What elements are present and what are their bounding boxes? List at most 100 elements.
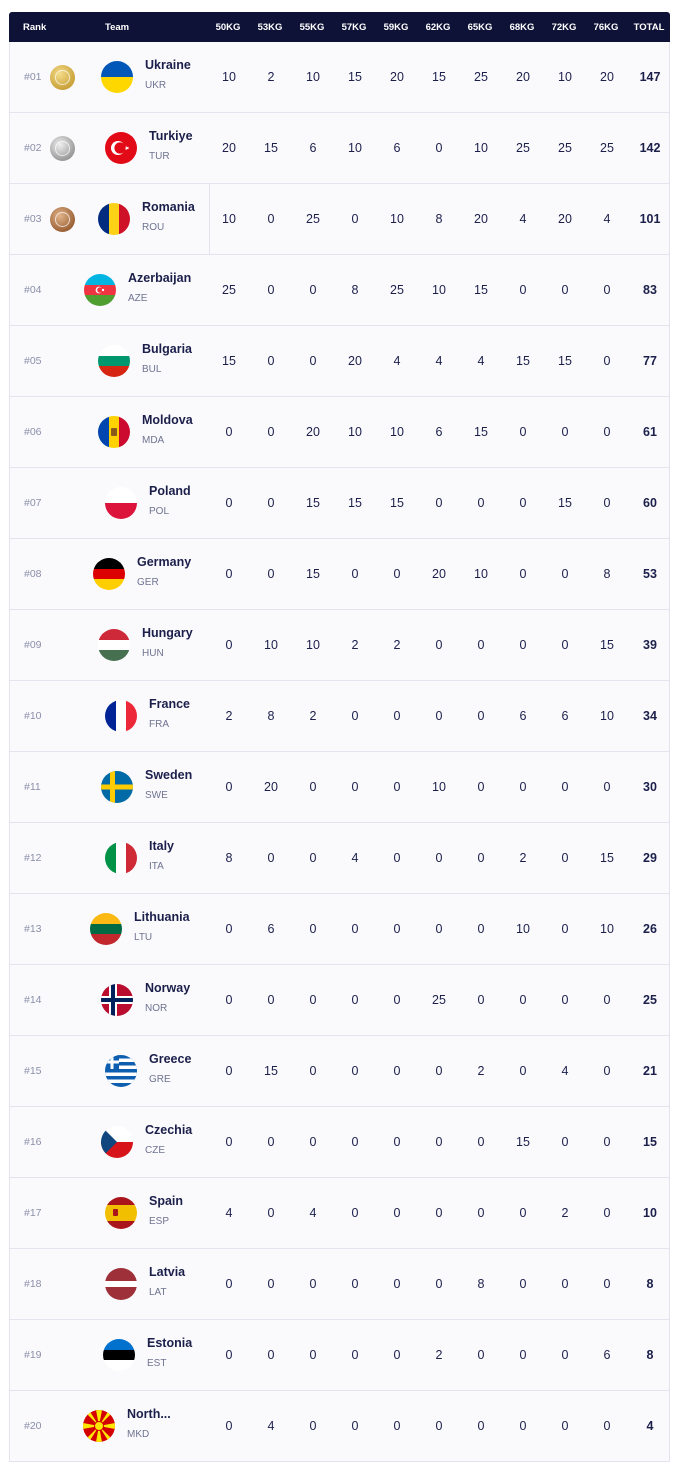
team-name[interactable]: Lithuania <box>134 909 190 924</box>
table-row[interactable]: #13 Lithuania LTU 0 6 0 0 0 0 0 10 0 10 26 <box>9 894 670 965</box>
table-row[interactable]: #02 Turkiye TUR 20 15 6 10 6 0 10 25 25 25 142 <box>9 113 670 184</box>
table-row[interactable]: #10 France FRA 2 8 2 0 0 0 0 6 6 10 34 <box>9 681 670 752</box>
team-name[interactable]: Italy <box>149 838 175 853</box>
score-cell: 15 <box>474 425 488 439</box>
score-cell: 6 <box>393 141 401 155</box>
score-cell: 0 <box>267 496 275 510</box>
team-cell[interactable]: Norway NOR <box>101 980 191 1016</box>
weight-column-header[interactable]: 76KG <box>593 21 619 33</box>
team-cell[interactable]: France FRA <box>105 696 190 732</box>
team-name[interactable]: Poland <box>149 483 191 498</box>
weight-column-header[interactable]: 72KG <box>551 21 577 33</box>
team-name[interactable]: Czechia <box>145 1122 193 1137</box>
team-name[interactable]: Latvia <box>149 1264 186 1279</box>
table-row[interactable]: #16 Czechia CZE 0 0 0 0 0 0 0 15 0 0 15 <box>9 1107 670 1178</box>
team-cell[interactable]: Greece GRE <box>105 1051 192 1087</box>
team-name[interactable]: Bulgaria <box>142 341 193 356</box>
weight-column-header[interactable]: 53KG <box>257 21 283 33</box>
team-name[interactable]: Greece <box>149 1051 192 1066</box>
team-name[interactable]: Germany <box>137 554 192 569</box>
weight-column-header[interactable]: 62KG <box>425 21 451 33</box>
rank-cell: #10 <box>24 710 42 722</box>
team-name[interactable]: Moldova <box>142 412 193 427</box>
team-name[interactable]: North... <box>127 1406 171 1421</box>
table-row[interactable]: #19 Estonia EST 0 0 0 0 0 2 0 0 0 6 8 <box>9 1320 670 1391</box>
weight-column-header[interactable]: 57KG <box>341 21 367 33</box>
weight-column-header[interactable]: 55KG <box>299 21 325 33</box>
table-row[interactable]: #12 Italy ITA 8 0 0 4 0 0 0 2 0 15 29 <box>9 823 670 894</box>
team-name[interactable]: Norway <box>145 980 191 995</box>
score-cell: 0 <box>477 1135 485 1149</box>
team-column-header[interactable]: Team <box>105 21 130 33</box>
team-name[interactable]: Hungary <box>142 625 193 640</box>
table-row[interactable]: #14 Norway NOR 0 0 0 0 0 25 0 0 0 0 25 <box>9 965 670 1036</box>
team-name[interactable]: France <box>149 696 190 711</box>
score-cell: 0 <box>351 212 359 226</box>
weight-column-header[interactable]: 68KG <box>509 21 535 33</box>
team-name[interactable]: Azerbaijan <box>128 270 192 285</box>
team-cell[interactable]: Italy ITA <box>105 838 175 874</box>
table-row[interactable]: #11 Sweden SWE 0 20 0 0 0 10 0 0 0 0 30 <box>9 752 670 823</box>
team-name[interactable]: Turkiye <box>149 128 193 143</box>
team-name[interactable]: Sweden <box>145 767 193 782</box>
score-cell: 8 <box>435 212 443 226</box>
team-cell[interactable]: Germany GER <box>93 554 192 590</box>
team-cell[interactable]: Estonia EST <box>103 1335 193 1371</box>
team-cell[interactable]: Lithuania LTU <box>90 909 190 945</box>
weight-column-header[interactable]: 65KG <box>467 21 493 33</box>
score-cell: 0 <box>561 993 569 1007</box>
score-cell: 0 <box>477 851 485 865</box>
rank-column-header[interactable]: Rank <box>23 21 47 33</box>
team-cell[interactable]: Latvia LAT <box>105 1264 186 1300</box>
score-cell: 0 <box>351 709 359 723</box>
table-row[interactable]: #05 Bulgaria BUL 15 0 0 20 4 4 4 15 15 0 77 <box>9 326 670 397</box>
italy-flag-icon <box>105 842 137 874</box>
table-row[interactable]: #08 Germany GER 0 0 15 0 0 20 10 0 0 8 53 <box>9 539 670 610</box>
team-cell[interactable]: Azerbaijan AZE <box>84 270 192 306</box>
weight-column-header[interactable]: 50KG <box>215 21 241 33</box>
team-cell[interactable]: Turkiye TUR <box>105 128 193 164</box>
score-cell: 0 <box>225 1348 233 1362</box>
total-cell: 10 <box>643 1206 657 1220</box>
score-cell: 6 <box>435 425 443 439</box>
table-row[interactable]: #06 Moldova MDA 0 0 20 10 10 6 15 0 0 0 61 <box>9 397 670 468</box>
team-name[interactable]: Ukraine <box>145 57 191 72</box>
team-cell[interactable]: Ukraine UKR <box>101 57 191 93</box>
table-row[interactable]: #20 North... MKD 0 4 0 0 0 0 0 0 0 0 4 <box>9 1391 670 1462</box>
total-column-header[interactable]: TOTAL <box>633 21 665 33</box>
table-row[interactable]: #18 Latvia LAT 0 0 0 0 0 0 8 0 0 0 8 <box>9 1249 670 1320</box>
score-cell: 2 <box>393 638 401 652</box>
table-row[interactable]: #09 Hungary HUN 0 10 10 2 2 0 0 0 0 15 39 <box>9 610 670 681</box>
score-cell: 4 <box>519 212 527 226</box>
team-cell[interactable]: Czechia CZE <box>101 1122 193 1158</box>
team-code: CZE <box>145 1144 165 1156</box>
team-cell[interactable]: Sweden SWE <box>101 767 193 803</box>
score-cell: 0 <box>393 1348 401 1362</box>
team-cell[interactable]: Poland POL <box>105 483 191 519</box>
table-row[interactable]: #01 Ukraine UKR 10 2 10 15 20 15 25 20 10 20 147 <box>9 42 670 113</box>
table-row[interactable]: #03 Romania ROU 10 0 25 0 10 8 20 4 20 4 101 <box>9 184 670 255</box>
team-name[interactable]: Spain <box>149 1193 184 1208</box>
team-cell[interactable]: Moldova MDA <box>98 412 193 448</box>
team-cell[interactable]: North... MKD <box>83 1406 171 1442</box>
table-row[interactable]: #17 Spain ESP 4 0 4 0 0 0 0 0 2 0 10 <box>9 1178 670 1249</box>
table-row[interactable]: #15 Greece GRE 0 15 0 0 0 0 2 0 4 0 21 <box>9 1036 670 1107</box>
score-cell: 10 <box>348 425 362 439</box>
bulgaria-flag-icon <box>98 345 130 377</box>
team-cell[interactable]: Romania ROU <box>98 199 195 235</box>
total-cell: 30 <box>643 780 657 794</box>
team-code: HUN <box>142 647 164 659</box>
score-cell: 0 <box>561 638 569 652</box>
table-row[interactable]: #04 Azerbaijan AZE 25 0 0 8 25 10 15 0 0 0 83 <box>9 255 670 326</box>
score-cell: 0 <box>393 567 401 581</box>
team-name[interactable]: Estonia <box>147 1335 193 1350</box>
weight-column-header[interactable]: 59KG <box>383 21 409 33</box>
team-name[interactable]: Romania <box>142 199 195 214</box>
team-cell[interactable]: Bulgaria BUL <box>98 341 193 377</box>
score-cell: 0 <box>393 1135 401 1149</box>
score-cell: 0 <box>561 425 569 439</box>
team-cell[interactable]: Hungary HUN <box>98 625 193 661</box>
team-cell[interactable]: Spain ESP <box>105 1193 184 1229</box>
table-row[interactable]: #07 Poland POL 0 0 15 15 15 0 0 0 15 0 60 <box>9 468 670 539</box>
score-cell: 25 <box>474 70 488 84</box>
